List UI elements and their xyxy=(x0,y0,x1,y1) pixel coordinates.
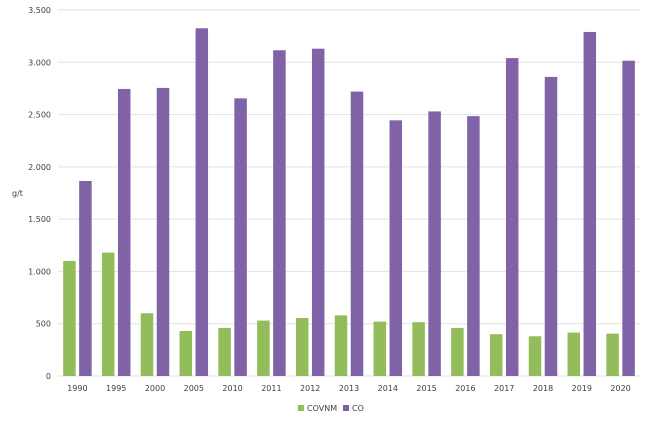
bar-covnm-2010 xyxy=(218,327,231,376)
bar-covnm-2018 xyxy=(528,336,542,376)
bar-covnm-2019 xyxy=(567,332,581,376)
bar-covnm-2020 xyxy=(606,333,619,376)
y-tick-label: 0 xyxy=(46,372,51,381)
bar-co-1990 xyxy=(79,180,92,376)
y-tick-label: 3.500 xyxy=(28,6,51,15)
legend-swatch-covnm xyxy=(298,405,304,411)
x-tick-label: 2016 xyxy=(455,384,475,393)
bar-co-2010 xyxy=(234,98,247,376)
y-tick-label: 1.500 xyxy=(28,215,51,224)
legend-label-covnm: COVNM xyxy=(307,404,337,413)
bar-covnm-2015 xyxy=(412,322,425,376)
bar-co-2000 xyxy=(156,87,170,377)
bar-co-2011 xyxy=(273,50,286,376)
x-tick-label: 2017 xyxy=(494,384,514,393)
x-tick-label: 2015 xyxy=(416,384,436,393)
y-tick-label: 500 xyxy=(36,320,51,329)
x-tick-label: 1990 xyxy=(67,384,87,393)
legend-label-co: CO xyxy=(352,404,364,413)
bar-co-2015 xyxy=(428,111,441,376)
bar-co-2019 xyxy=(583,31,597,377)
y-tick-label: 3.000 xyxy=(28,58,51,67)
x-tick-label: 2014 xyxy=(378,384,398,393)
bar-covnm-1995 xyxy=(101,252,115,376)
bar-co-2017 xyxy=(505,58,519,377)
bar-co-2013 xyxy=(350,91,364,377)
y-tick-label: 1.000 xyxy=(28,267,51,276)
bar-co-2012 xyxy=(311,48,325,376)
gridlines xyxy=(58,9,640,377)
bar-co-2018 xyxy=(544,76,558,376)
legend-swatch-co xyxy=(343,405,349,411)
x-tick-label: 2019 xyxy=(572,384,592,393)
bar-covnm-1990 xyxy=(63,260,76,376)
y-axis-ticks: 0 500 1.000 1.500 2.000 2.500 3.000 3.500 xyxy=(28,6,51,381)
x-tick-label: 2020 xyxy=(610,384,630,393)
bar-co-2016 xyxy=(467,116,480,376)
bar-co-2005 xyxy=(195,28,209,377)
x-axis-ticks: 1990 1995 2000 2005 2010 2011 2012 2013 2014 2015… xyxy=(67,384,631,393)
x-tick-label: 2011 xyxy=(261,384,281,393)
bar-covnm-2017 xyxy=(489,334,503,376)
bar-co-2014 xyxy=(389,120,403,376)
x-tick-label: 1995 xyxy=(106,384,126,393)
bar-covnm-2016 xyxy=(451,327,464,376)
bar-co-2020 xyxy=(622,60,635,377)
y-tick-label: 2.500 xyxy=(28,111,51,120)
x-tick-label: 2005 xyxy=(184,384,204,393)
x-tick-label: 2010 xyxy=(222,384,242,393)
legend: COVNM CO xyxy=(298,404,364,413)
bar-covnm-2013 xyxy=(334,315,348,376)
y-axis-title: g/t xyxy=(12,189,23,198)
x-tick-label: 2000 xyxy=(145,384,165,393)
y-tick-label: 2.000 xyxy=(28,163,51,172)
x-tick-label: 2018 xyxy=(533,384,553,393)
x-tick-label: 2012 xyxy=(300,384,320,393)
bar-covnm-2011 xyxy=(257,320,270,376)
bar-covnm-2005 xyxy=(179,331,193,376)
bar-covnm-2014 xyxy=(373,321,387,376)
bars xyxy=(63,28,635,377)
x-tick-label: 2013 xyxy=(339,384,359,393)
bar-covnm-2012 xyxy=(295,317,309,376)
bar-co-1995 xyxy=(117,88,131,377)
bar-covnm-2000 xyxy=(140,313,154,376)
